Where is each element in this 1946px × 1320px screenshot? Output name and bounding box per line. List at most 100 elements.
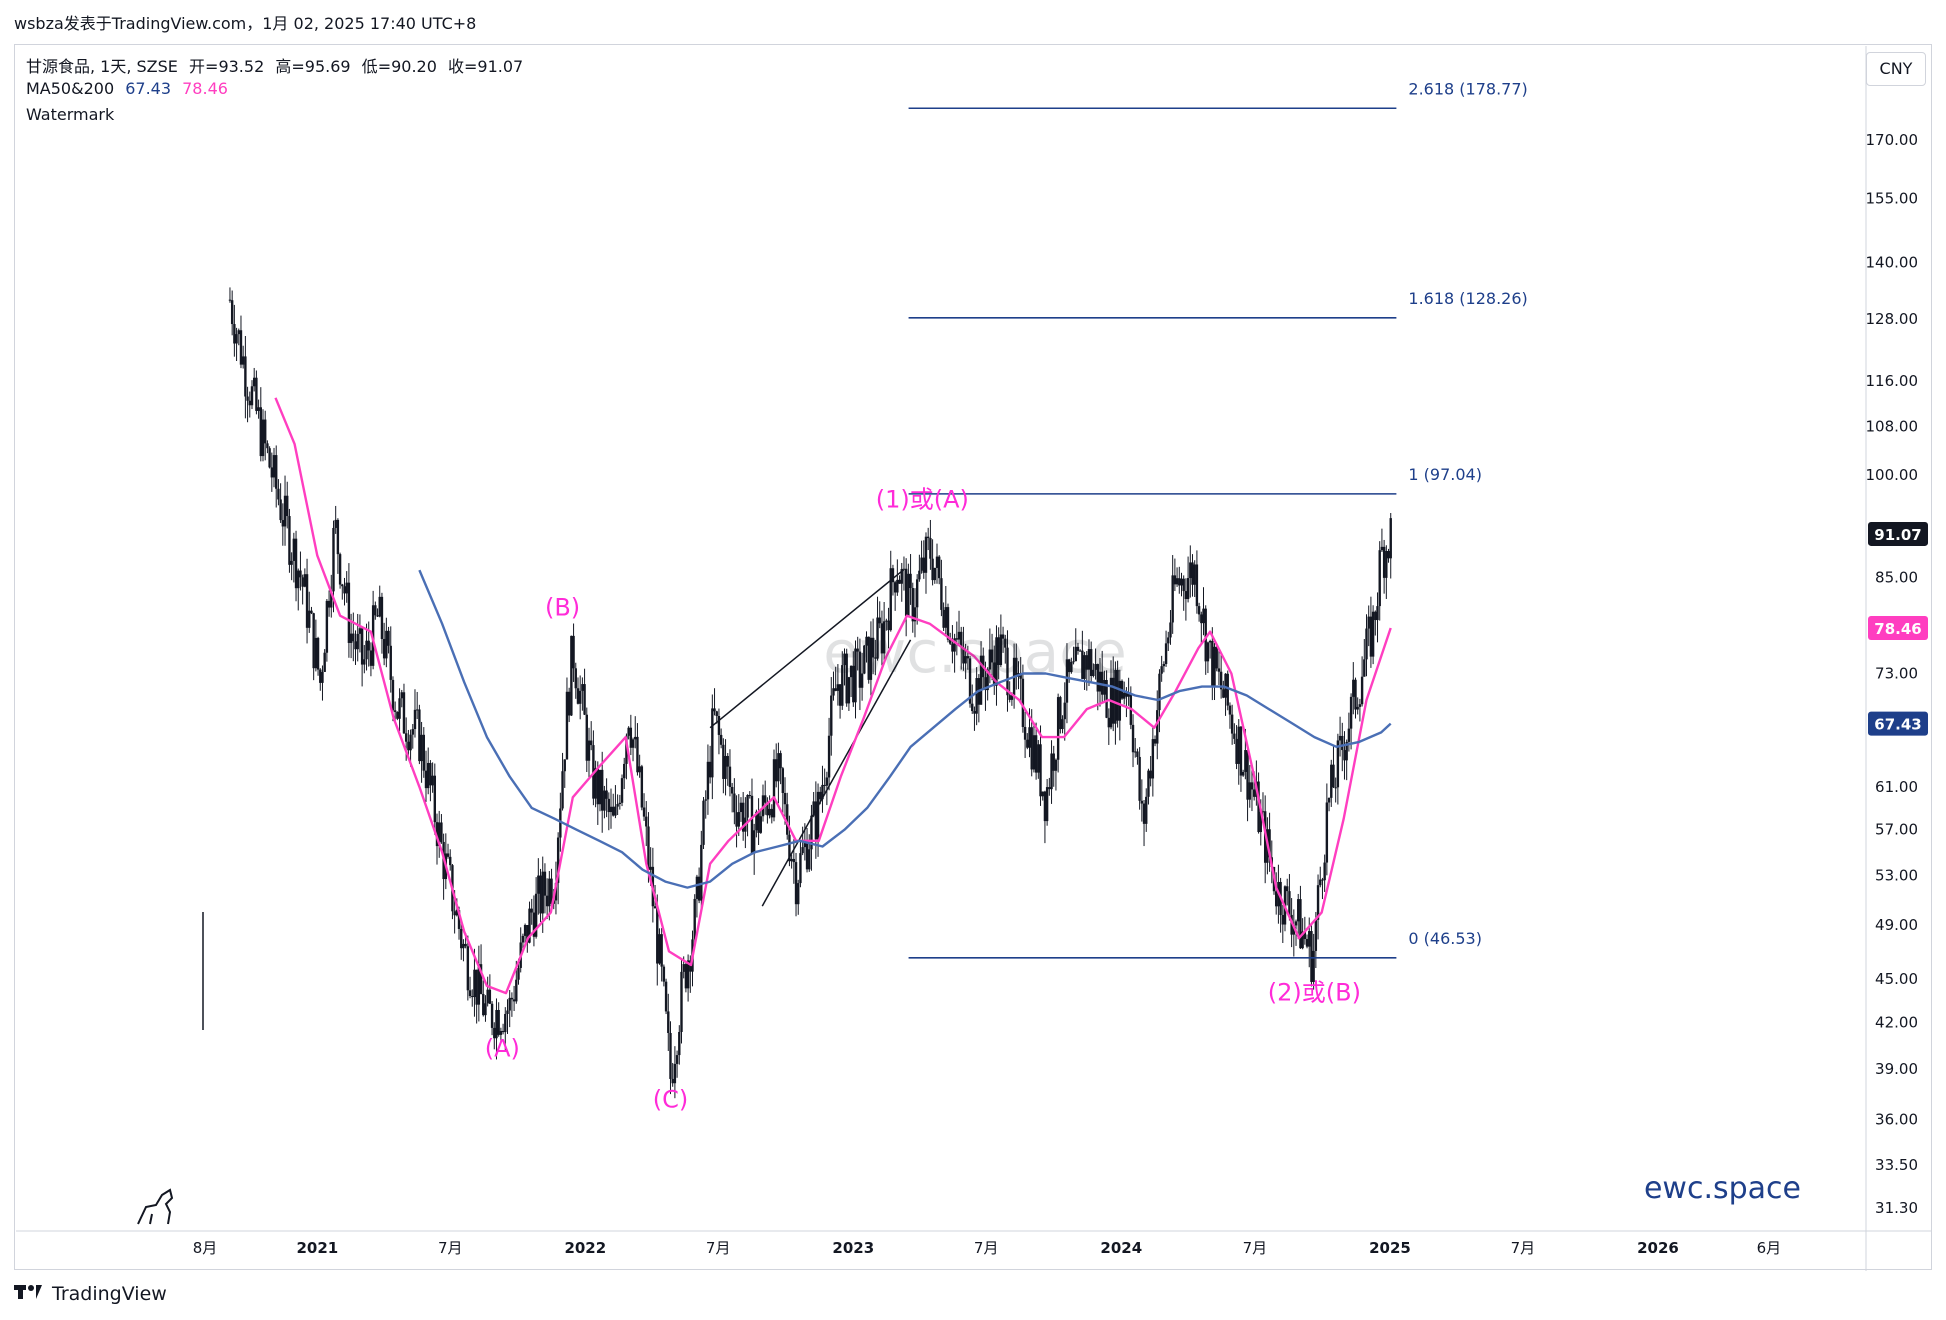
candle-body (816, 791, 820, 840)
candle-body (1098, 671, 1102, 692)
candle-body (700, 844, 703, 901)
candle-body (426, 762, 430, 789)
ma50-line[interactable] (274, 397, 1392, 995)
candle-body (233, 324, 236, 344)
candle-body (1037, 744, 1040, 773)
candle-body (446, 853, 450, 857)
candle-body (272, 455, 276, 478)
candle-body (766, 802, 769, 816)
candle-body (290, 560, 293, 565)
candle-body (792, 858, 796, 863)
candle-body (250, 386, 254, 406)
candle-body (664, 981, 668, 1012)
candle-body (292, 538, 296, 561)
candle-body (1030, 727, 1033, 770)
watermark-legend[interactable]: Watermark (26, 105, 115, 124)
candle-body (605, 790, 608, 799)
candle-body (878, 617, 881, 624)
candle-body (678, 1031, 681, 1056)
candle-body (1237, 726, 1240, 764)
candle-body (975, 678, 978, 714)
candle-body (1156, 710, 1159, 744)
candle-body (1052, 753, 1055, 771)
candle-body (517, 967, 520, 980)
candle-body (706, 761, 710, 800)
x-tick-label: 2023 (832, 1239, 874, 1257)
candle-body (933, 567, 936, 581)
y-tick-label: 73.00 (1875, 665, 1918, 683)
wave-label: (C) (653, 1086, 688, 1114)
trend-line[interactable] (709, 569, 904, 729)
candle-body (578, 690, 582, 704)
corner-watermark: ewc.space (1644, 1171, 1801, 1206)
candle-body (746, 794, 749, 818)
candle-body (1197, 606, 1201, 615)
candle-body (418, 709, 421, 762)
candle-body (332, 527, 335, 592)
candle-body (543, 871, 547, 896)
candle-body (288, 516, 291, 565)
trend-line[interactable] (761, 639, 912, 907)
candle-body (938, 556, 941, 579)
candle-body (264, 419, 267, 444)
candle-body (1316, 885, 1320, 920)
candle-body (882, 621, 886, 654)
candle-body (741, 802, 745, 832)
x-tick-label: 2024 (1100, 1239, 1142, 1257)
candle-body (1341, 735, 1344, 751)
candle-body (1021, 678, 1025, 727)
candle-body (1028, 727, 1031, 748)
candle-body (1274, 891, 1278, 907)
candle-body (1230, 714, 1234, 734)
candle-body (609, 806, 613, 813)
candle-body (1224, 673, 1227, 698)
candle-body (297, 570, 300, 589)
y-tick-label: 53.00 (1875, 867, 1918, 885)
candle-body (777, 753, 780, 782)
ma200-line[interactable] (418, 569, 1392, 889)
candle-body (1334, 787, 1337, 789)
fib-level-label: 0 (46.53) (1408, 929, 1482, 948)
candle-body (275, 455, 278, 489)
candles-group (202, 287, 1392, 1099)
candle-body (534, 893, 538, 937)
candle-body (649, 866, 652, 870)
candle-body (849, 665, 853, 678)
candle-body (702, 800, 705, 845)
candle-body (374, 605, 377, 616)
candle-body (614, 806, 617, 816)
candle-body (1136, 751, 1139, 757)
candle-body (627, 727, 630, 736)
candle-body (501, 1030, 505, 1033)
candle-body (1382, 546, 1386, 578)
candle-body (596, 768, 599, 805)
candle-body (658, 934, 661, 964)
candle-body (1078, 650, 1082, 652)
candle-body (266, 443, 269, 449)
candle-body (352, 633, 355, 642)
candle-body (653, 906, 657, 909)
candle-body (1206, 642, 1210, 662)
candle-body (1171, 575, 1174, 623)
candle-body (1319, 879, 1322, 886)
candle-body (1109, 677, 1113, 728)
candle-body (693, 898, 696, 940)
candle-body (1376, 606, 1379, 621)
candle-body (387, 630, 390, 646)
y-tick-label: 100.00 (1866, 466, 1919, 484)
candle-body (1032, 735, 1036, 770)
candle-body (241, 356, 245, 365)
candle-body (733, 793, 736, 813)
candle-body (1151, 739, 1155, 779)
symbol-name[interactable]: 甘源食品, 1天, SZSE (26, 57, 178, 76)
candle-body (1252, 789, 1256, 797)
candle-body (966, 656, 970, 659)
candle-body (539, 875, 542, 914)
candle-body (1305, 938, 1309, 947)
ma-legend[interactable]: MA50&200 67.43 78.46 (26, 79, 228, 98)
candle-body (1180, 578, 1183, 586)
candle-body (944, 607, 948, 628)
candle-body (960, 631, 963, 648)
candle-body (1354, 679, 1357, 710)
